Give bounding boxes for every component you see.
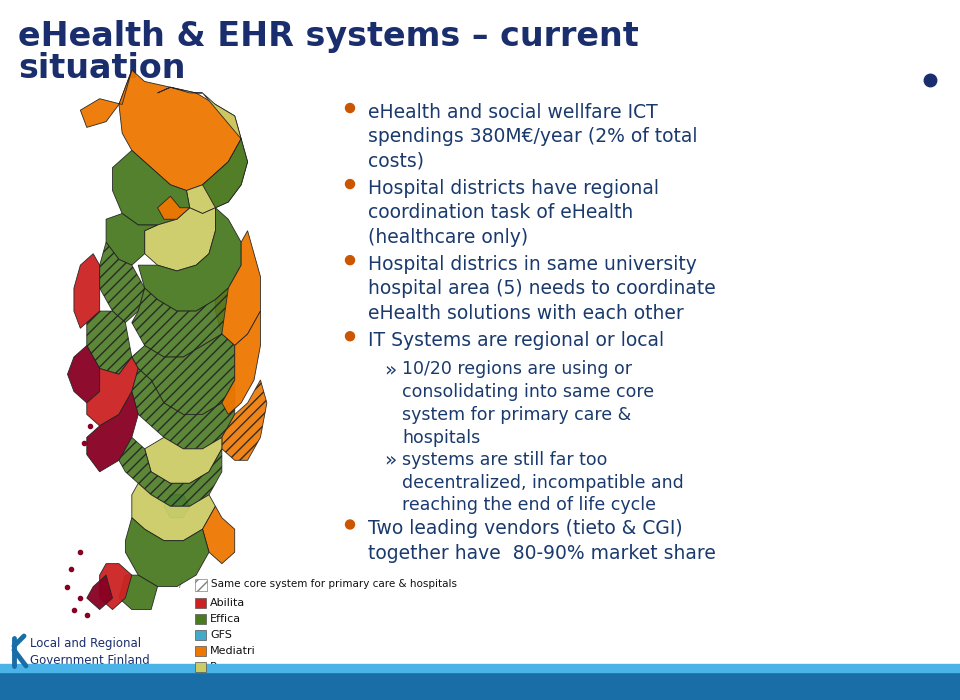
Text: Local and Regional
Government Finland: Local and Regional Government Finland xyxy=(30,637,150,667)
Polygon shape xyxy=(126,518,209,587)
Text: GFS: GFS xyxy=(210,629,232,640)
Polygon shape xyxy=(157,88,203,93)
Circle shape xyxy=(346,332,354,341)
Polygon shape xyxy=(157,196,190,219)
Text: Two leading vendors (tieto & CGI)
together have  80-90% market share: Two leading vendors (tieto & CGI) togeth… xyxy=(368,519,716,563)
Polygon shape xyxy=(203,506,234,564)
Text: eHealth & EHR systems – current: eHealth & EHR systems – current xyxy=(18,20,638,53)
Polygon shape xyxy=(86,311,132,374)
Polygon shape xyxy=(132,368,234,449)
Polygon shape xyxy=(203,139,248,208)
Bar xyxy=(0,668,960,700)
Polygon shape xyxy=(100,242,145,323)
Polygon shape xyxy=(186,93,248,214)
Text: Pegasos: Pegasos xyxy=(210,662,255,671)
Polygon shape xyxy=(145,438,222,483)
Polygon shape xyxy=(119,438,222,506)
Text: systems are still far too
decentralized, incompatible and
reaching the end of li: systems are still far too decentralized,… xyxy=(402,451,684,514)
Polygon shape xyxy=(81,70,132,127)
Polygon shape xyxy=(119,575,157,610)
Bar xyxy=(195,598,206,608)
Text: /: / xyxy=(180,579,182,589)
Polygon shape xyxy=(100,564,132,610)
Bar xyxy=(195,579,207,591)
Text: Same core system for primary care & hospitals: Same core system for primary care & hosp… xyxy=(211,579,457,589)
Text: situation: situation xyxy=(18,52,185,85)
Polygon shape xyxy=(67,346,100,403)
Text: Abilita: Abilita xyxy=(210,598,245,608)
Text: »: » xyxy=(384,451,396,470)
Polygon shape xyxy=(132,288,228,357)
Polygon shape xyxy=(74,253,100,328)
Polygon shape xyxy=(145,208,215,271)
Text: eHealth and social wellfare ICT
spendings 380M€/year (2% of total
costs): eHealth and social wellfare ICT spending… xyxy=(368,103,698,171)
Text: 10/20 regions are using or
consolidating into same core
system for primary care : 10/20 regions are using or consolidating… xyxy=(402,360,654,447)
Polygon shape xyxy=(106,214,157,265)
Text: »: » xyxy=(384,360,396,379)
Circle shape xyxy=(346,180,354,188)
Polygon shape xyxy=(132,334,234,414)
Polygon shape xyxy=(138,208,241,311)
Bar xyxy=(195,646,206,656)
Text: Mediatri: Mediatri xyxy=(210,645,255,655)
Text: Effica: Effica xyxy=(210,613,241,624)
Polygon shape xyxy=(112,150,190,225)
Bar xyxy=(0,664,960,672)
Text: Hospital districs in same university
hospital area (5) needs to coordinate
eHeal: Hospital districs in same university hos… xyxy=(368,256,716,323)
Polygon shape xyxy=(86,391,138,472)
Polygon shape xyxy=(86,357,138,426)
Bar xyxy=(195,662,206,672)
Polygon shape xyxy=(215,231,260,346)
Bar xyxy=(195,614,206,624)
Circle shape xyxy=(346,520,354,529)
Polygon shape xyxy=(119,70,241,190)
Circle shape xyxy=(346,104,354,113)
Polygon shape xyxy=(164,495,190,518)
Polygon shape xyxy=(132,483,215,540)
Text: IT Systems are regional or local: IT Systems are regional or local xyxy=(368,331,664,350)
Polygon shape xyxy=(222,380,267,461)
Polygon shape xyxy=(86,575,112,610)
Circle shape xyxy=(346,256,354,265)
Bar xyxy=(195,630,206,640)
Text: Hospital districts have regional
coordination task of eHealth
(healthcare only): Hospital districts have regional coordin… xyxy=(368,179,659,246)
Polygon shape xyxy=(222,311,260,414)
